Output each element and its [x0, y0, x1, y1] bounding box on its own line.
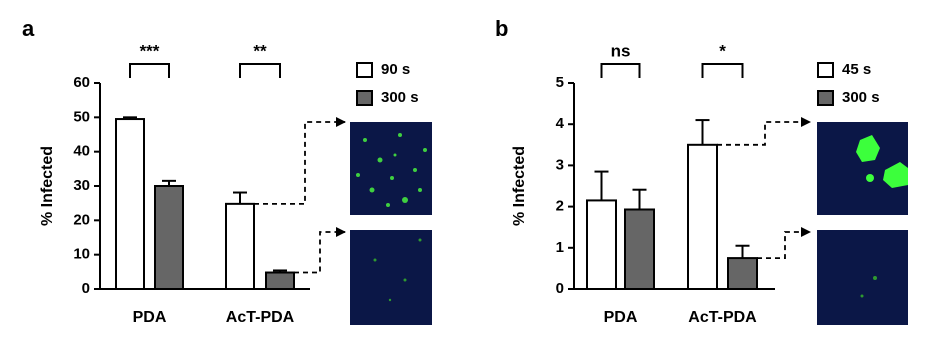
y-axis-label: % Infected — [511, 146, 528, 226]
cells — [860, 276, 877, 298]
y-tick-label: 5 — [556, 74, 564, 91]
x-tick-label: AcT-PDA — [688, 309, 757, 326]
panel-label: a — [22, 16, 35, 41]
y-tick-label: 50 — [73, 108, 90, 125]
panel-label: b — [495, 16, 508, 41]
significance-bracket — [239, 63, 281, 78]
y-axis-label: % Infected — [39, 146, 56, 226]
legend-swatch — [356, 90, 373, 106]
bar — [154, 185, 184, 290]
y-tick-label: 4 — [556, 115, 565, 132]
cells — [856, 135, 908, 188]
micrograph — [350, 230, 432, 325]
connector — [717, 117, 811, 146]
y-tick-label: 3 — [556, 156, 564, 173]
legend-swatch — [356, 62, 373, 78]
significance-label: * — [719, 41, 726, 60]
legend-swatch — [817, 62, 834, 78]
bar — [727, 257, 758, 291]
connector — [254, 117, 346, 205]
y-tick-label: 30 — [73, 177, 90, 194]
bar — [687, 143, 718, 290]
y-tick-label: 60 — [73, 74, 90, 91]
significance-label: ** — [253, 41, 267, 60]
x-tick-label: PDA — [133, 309, 167, 326]
bar — [586, 199, 617, 290]
micrograph — [350, 122, 432, 215]
connector — [294, 227, 346, 274]
significance-label: *** — [140, 41, 160, 60]
legend-swatch — [817, 90, 834, 106]
significance-label: ns — [611, 41, 631, 60]
y-tick-label: 1 — [556, 239, 564, 256]
micrograph — [817, 230, 908, 325]
bar — [225, 202, 255, 290]
legend-label: 45 s — [842, 61, 871, 78]
y-tick-label: 2 — [556, 198, 564, 215]
legend-label: 300 s — [842, 89, 880, 106]
significance-bracket — [129, 63, 170, 78]
y-tick-label: 40 — [73, 143, 90, 160]
bar — [624, 208, 655, 290]
bar — [115, 118, 145, 290]
connector — [757, 227, 811, 259]
y-tick-label: 10 — [73, 246, 90, 263]
micrographs — [350, 122, 908, 325]
bar — [265, 271, 295, 290]
x-tick-label: AcT-PDA — [226, 309, 295, 326]
y-tick-label: 0 — [82, 280, 90, 297]
legend-label: 90 s — [381, 61, 410, 78]
y-tick-label: 0 — [556, 280, 564, 297]
significance-bracket — [701, 63, 744, 78]
cells — [373, 238, 422, 302]
x-tick-label: PDA — [604, 309, 638, 326]
y-tick-label: 20 — [73, 211, 90, 228]
cells — [356, 133, 427, 207]
significance-bracket — [600, 63, 641, 78]
legend-label: 300 s — [381, 89, 419, 106]
